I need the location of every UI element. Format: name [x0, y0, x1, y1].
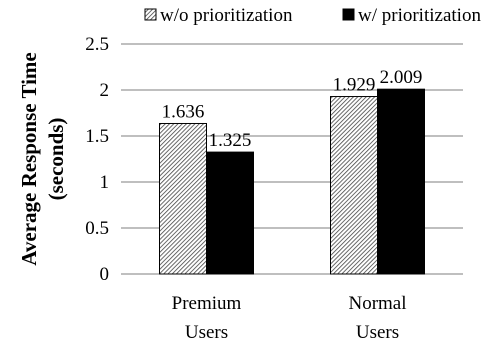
y-tick-label: 0 [100, 264, 110, 285]
y-axis-label-line: (seconds) [44, 118, 68, 201]
bar [377, 88, 425, 275]
data-label: 1.325 [209, 130, 252, 151]
x-category-label: Premium [172, 293, 242, 314]
y-tick-label: 1.5 [85, 126, 109, 147]
bar [330, 96, 378, 275]
bar [159, 122, 207, 275]
x-category-label: Users [356, 322, 399, 343]
legend-label: w/o prioritization [160, 5, 293, 26]
legend-swatch [342, 8, 355, 21]
data-label: 1.636 [162, 101, 205, 122]
y-tick-label: 2 [100, 80, 110, 101]
y-axis-ticks: 0 0.5 1 1.5 2 2.5 [85, 34, 109, 285]
legend-swatch [144, 8, 157, 21]
x-axis-categories: Premium Users Normal Users [172, 293, 407, 343]
x-category-label: Normal [348, 293, 406, 314]
x-category-label: Users [185, 322, 228, 343]
data-label: 1.929 [333, 75, 376, 96]
legend: w/o prioritization w/ prioritization [144, 5, 481, 26]
data-label: 2.009 [380, 67, 423, 88]
y-axis-label-line: Average Response Time [17, 52, 41, 265]
y-tick-label: 0.5 [85, 218, 109, 239]
y-axis-label: Average Response Time (seconds) [17, 52, 68, 265]
y-tick-label: 2.5 [85, 34, 109, 55]
y-tick-label: 1 [100, 172, 110, 193]
legend-label: w/ prioritization [358, 5, 481, 26]
bar [206, 151, 254, 275]
bars [159, 88, 425, 275]
